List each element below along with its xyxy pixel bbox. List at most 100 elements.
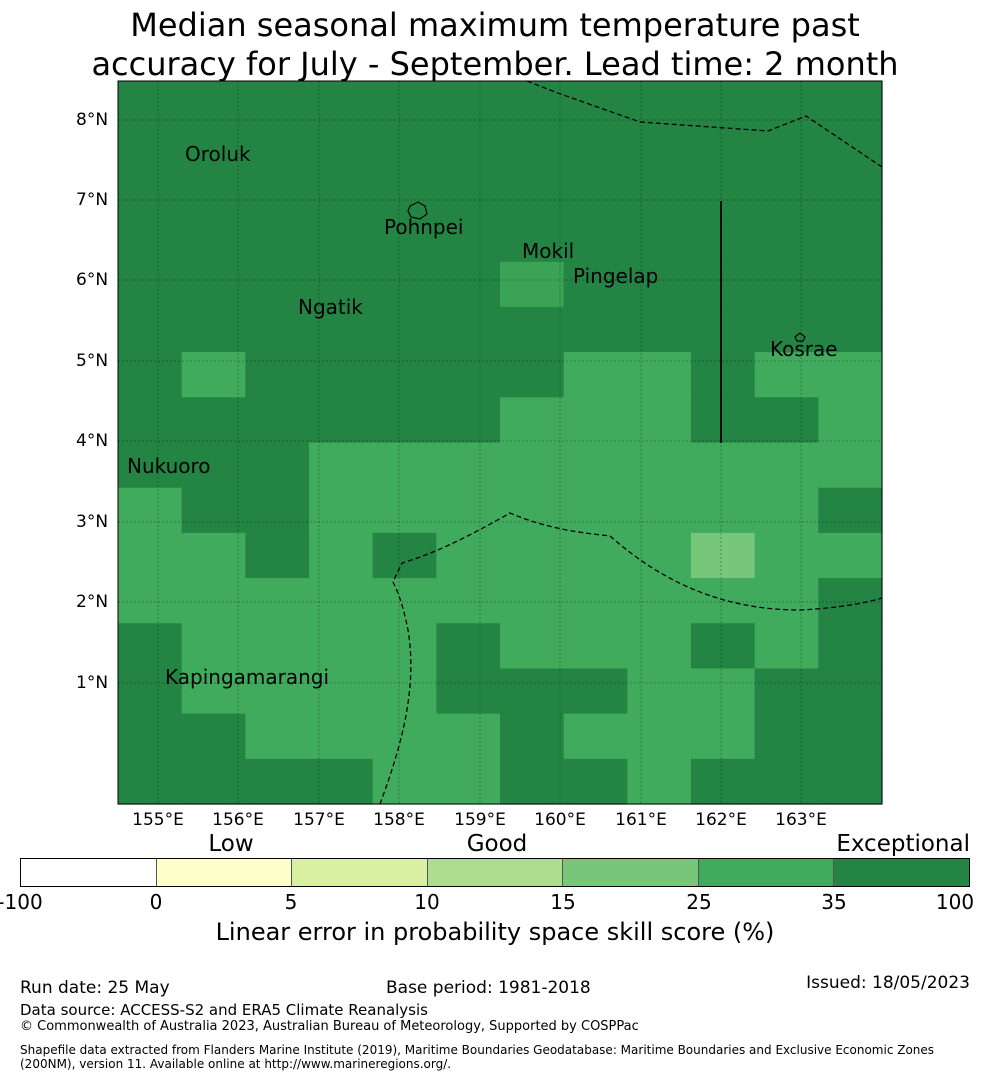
grid-cell (627, 668, 692, 715)
grid-cell (436, 171, 501, 218)
grid-cell (691, 668, 756, 715)
grid-cell (627, 578, 692, 624)
place-label-pingelap: Pingelap (573, 264, 659, 288)
grid-cell (563, 306, 628, 353)
grid-cell (436, 442, 501, 489)
grid-cell (754, 126, 819, 172)
grid-cell (627, 442, 692, 489)
grid-cell (309, 126, 374, 172)
grid-cell (181, 216, 246, 263)
grid-cell (563, 216, 628, 263)
place-label-nukuoro: Nukuoro (127, 454, 211, 478)
place-label-pohnpei: Pohnpei (384, 215, 464, 239)
grid-cell (372, 442, 437, 489)
kosrae-island-outline (794, 332, 806, 342)
grid-cell (309, 306, 374, 353)
colorbar (20, 858, 970, 887)
grid-cell (118, 487, 183, 534)
grid-cell (245, 81, 310, 127)
grid-cell (436, 261, 501, 308)
lon-label-157e: 157°E (293, 810, 345, 830)
grid-cell (245, 171, 310, 218)
grid-cell (754, 532, 819, 579)
colorbar-label: Linear error in probability space skill … (215, 918, 775, 946)
lon-label-160e: 160°E (534, 810, 586, 830)
grid-cell (436, 578, 501, 624)
grid-cell (754, 397, 819, 444)
grid-cell (372, 487, 437, 534)
place-label-mokil: Mokil (522, 239, 575, 263)
grid-cell (691, 532, 756, 579)
grid-cell (181, 713, 246, 760)
grid-cell (245, 578, 310, 624)
legend-category-exceptional: Exceptional (836, 831, 970, 857)
grid-cell (563, 126, 628, 172)
map-title-line-1: Median seasonal maximum temperature past (130, 6, 860, 44)
legend-category-good: Good (466, 831, 528, 857)
grid-cell (309, 668, 374, 715)
grid-cell (691, 81, 756, 127)
grid-cell (563, 171, 628, 218)
eez-boundary-south (379, 512, 883, 805)
grid-cell (372, 668, 437, 715)
grid-cell (818, 758, 883, 805)
grid-cell (181, 578, 246, 624)
colorbar-segment-1 (21, 859, 157, 886)
grid-cell (691, 442, 756, 489)
grid-cell (372, 171, 437, 218)
grid-cell (245, 397, 310, 444)
grid-cell (818, 81, 883, 127)
copyright-notice: © Commonwealth of Australia 2023, Austra… (20, 1019, 639, 1034)
map-frame (117, 80, 883, 805)
lon-label-159e: 159°E (454, 810, 506, 830)
lat-label-4n: 4°N (76, 431, 109, 451)
grid-cell (627, 352, 692, 398)
grid-cell (754, 442, 819, 489)
grid-cell (181, 532, 246, 579)
base-period: Base period: 1981-2018 (386, 978, 591, 998)
grid-cell (563, 81, 628, 127)
lon-label-162e: 162°E (695, 810, 747, 830)
grid-cell (372, 261, 437, 308)
grid-cell (754, 578, 819, 624)
grid-cell (436, 758, 501, 805)
grid-cell (500, 306, 565, 353)
grid-cell (118, 758, 183, 805)
grid-cell (500, 442, 565, 489)
grid-cell (372, 397, 437, 444)
grid-cell (563, 623, 628, 670)
grid-cell (818, 623, 883, 670)
grid-cell (309, 532, 374, 579)
issued-date: Issued: 18/05/2023 (806, 973, 970, 993)
lon-label-158e: 158°E (373, 810, 425, 830)
grid-cell (627, 397, 692, 444)
grid-cell (309, 81, 374, 127)
lon-label-155e: 155°E (132, 810, 184, 830)
grid-cell (309, 713, 374, 760)
grid-cell (245, 713, 310, 760)
grid-cell (563, 487, 628, 534)
grid-cell (627, 532, 692, 579)
grid-cell (181, 623, 246, 670)
grid-cell (118, 397, 183, 444)
place-label-kapingamarangi: Kapingamarangi (165, 665, 330, 689)
grid-cell (500, 532, 565, 579)
grid-cell (118, 442, 183, 489)
grid-cell (181, 397, 246, 444)
grid-cell (245, 442, 310, 489)
eez-boundaries (379, 80, 883, 805)
grid-cell (500, 261, 565, 308)
grid-cell (181, 442, 246, 489)
grid-cell (245, 216, 310, 263)
grid-cell (627, 261, 692, 308)
grid-cell (309, 442, 374, 489)
map-title-line-2: accuracy for July - September. Lead time… (91, 45, 899, 83)
grid-cell (245, 532, 310, 579)
grid-cell (563, 532, 628, 579)
grid-cell (754, 487, 819, 534)
grid-cell (818, 126, 883, 172)
grid-cells (118, 81, 883, 805)
grid-cell (754, 623, 819, 670)
colorbar-segment-3 (292, 859, 428, 886)
lat-label-2n: 2°N (76, 592, 109, 612)
